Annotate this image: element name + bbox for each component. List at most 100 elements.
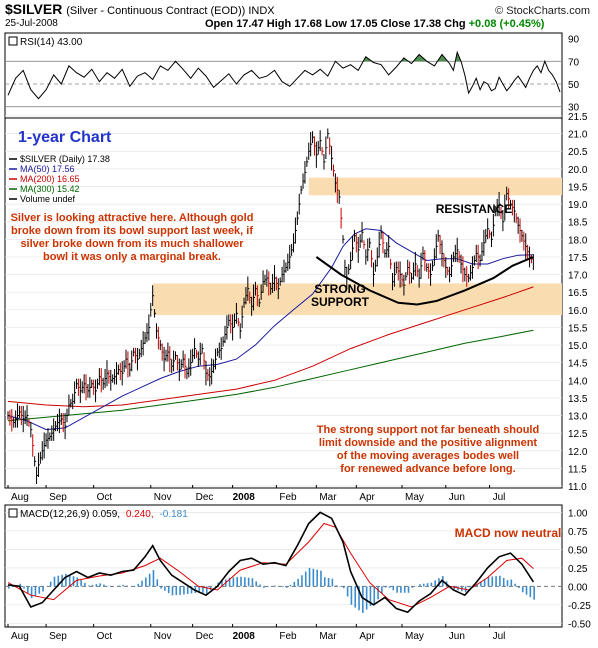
macd-histogram-bar [57, 575, 60, 587]
macd-histogram-bar [141, 580, 143, 587]
histogram-legend-value: -0.181 [159, 509, 188, 520]
rsi-line [7, 50, 561, 100]
legend-entry: Volume undef [20, 194, 76, 204]
macd-tick-label: 0.50 [568, 545, 588, 556]
annotation-line: for renewed advance before long. [340, 463, 515, 475]
annotation-line: silver broke down from its much shallowe… [20, 238, 244, 250]
macd-histogram-bar [72, 576, 75, 587]
macd-note: MACD now neutral [455, 526, 562, 540]
macd-histogram-bar [126, 585, 128, 587]
macd-line [7, 511, 535, 614]
macd-histogram-bar [362, 586, 364, 613]
macd-histogram-bar [293, 581, 296, 587]
x-tick-label: Apr [359, 631, 375, 642]
legend-entry: MA(50) 17.56 [20, 164, 75, 174]
macd-tick-labels: 1.00 0.75 0.50 0.25 0.00 -0.25 -0.50 [568, 508, 591, 630]
macd-histogram-bar [27, 586, 29, 594]
price-tick-labels: 21.5 21.0 20.5 20.0 19.5 19.0 18.5 18.0 17.5 17.0… [568, 112, 588, 493]
price-tick-label: 13.0 [568, 412, 588, 423]
macd-legend: MACD(12,26,9) 0.059, 0.240, -0.181 [8, 508, 188, 520]
price-tick-label: 21.5 [568, 112, 588, 123]
macd-histogram-bar [407, 586, 410, 593]
macd-histogram-bar [11, 586, 14, 587]
ma200-line [7, 286, 534, 408]
chg-value: +0.08 (+0.45%) [468, 18, 545, 30]
macd-histogram-bar [502, 578, 505, 587]
macd-histogram-bar [49, 581, 52, 587]
legend-entry: MA(300) 15.42 [20, 184, 80, 194]
ma50-line [7, 228, 534, 431]
macd-histogram-bar [373, 586, 376, 606]
macd-histogram-bar [167, 586, 170, 594]
macd-histogram-bar [331, 578, 334, 587]
macd-histogram-bar [87, 585, 90, 587]
macd-histogram-bar [289, 584, 292, 587]
macd-histogram-bar [244, 577, 246, 587]
macd-histogram-bar [384, 586, 387, 588]
macd-histogram-bar [354, 586, 357, 608]
macd-histogram-bar [343, 586, 345, 589]
low-label: Low [324, 18, 347, 30]
macd-histogram-bar [422, 583, 425, 587]
macd-histogram-bar [190, 586, 193, 594]
close-label: Close [380, 18, 411, 30]
macd-histogram-bar [285, 586, 288, 588]
x-tick-label: 2008 [233, 631, 256, 642]
macd-histogram-bar [521, 586, 524, 593]
macd-histogram-bar [365, 586, 368, 610]
price-tick-label: 18.5 [568, 218, 588, 229]
signal-legend-value: 0.240, [126, 509, 154, 520]
support-label-line: STRONG [314, 282, 365, 296]
bowl-support-curve [315, 256, 534, 306]
macd-histogram-bar [183, 586, 185, 595]
macd-histogram-bar [34, 586, 37, 596]
macd-histogram-bar [110, 586, 113, 588]
x-tick-label: Oct [97, 631, 113, 642]
macd-histogram-bar [533, 586, 535, 600]
macd-histogram-bar [323, 577, 326, 587]
annotation-line: broke down from its bowl support last we… [11, 225, 253, 237]
x-tick-label: Sep [49, 492, 67, 503]
macd-histogram-bar [438, 578, 440, 587]
macd-legend-swatch [8, 508, 18, 518]
x-tick-label: Feb [279, 631, 297, 642]
x-tick-label: Apr [359, 492, 375, 503]
x-tick-label: Sep [49, 631, 67, 642]
annotation-line: limit downside and the positive alignmen… [319, 437, 538, 449]
macd-histogram-bar [316, 569, 318, 587]
chart-date: 25-Jul-2008 [5, 18, 58, 29]
macd-histogram-bar [84, 582, 86, 587]
macd-histogram-bar [529, 586, 532, 598]
macd-histogram-bar [263, 586, 265, 588]
macd-histogram-bar [525, 586, 528, 595]
open-value: 17.47 [236, 18, 264, 30]
macd-histogram-bar [221, 581, 223, 587]
annotation-line: Silver is looking attractive here. Altho… [11, 212, 254, 224]
macd-panel-frame [4, 504, 563, 628]
high-value: 17.68 [294, 18, 322, 30]
macd-histogram-bar [99, 583, 101, 587]
macd-histogram-bar [320, 570, 322, 587]
x-tick-label: Mar [319, 492, 337, 503]
macd-histogram-bar [312, 568, 315, 587]
macd-histogram-bar [76, 577, 79, 587]
macd-histogram-bar [491, 576, 494, 587]
macd-histogram-bar [186, 586, 189, 594]
rsi-panel: 90 70 50 30 RSI(14) 43.00 [4, 32, 580, 119]
macd-histogram-bar [160, 586, 162, 589]
macd-histogram-bar [232, 577, 235, 587]
macd-histogram-bar [118, 585, 120, 587]
quote-bar: Open 17.47 High 17.68 Low 17.05 Close 17… [205, 18, 544, 30]
macd-histogram-bar [396, 586, 398, 593]
price-tick-label: 15.5 [568, 323, 588, 334]
stockcharts-credit: © StockCharts.com [495, 5, 590, 17]
macd-histogram-bar [430, 582, 433, 587]
macd-histogram-bar [411, 586, 414, 588]
macd-histogram-bar [327, 577, 330, 587]
x-tick-label: Aug [11, 631, 29, 642]
price-tick-label: 17.0 [568, 271, 588, 282]
macd-histogram-bar [175, 586, 178, 596]
macd-histogram-bar [510, 579, 513, 587]
high-label: High [266, 18, 292, 30]
